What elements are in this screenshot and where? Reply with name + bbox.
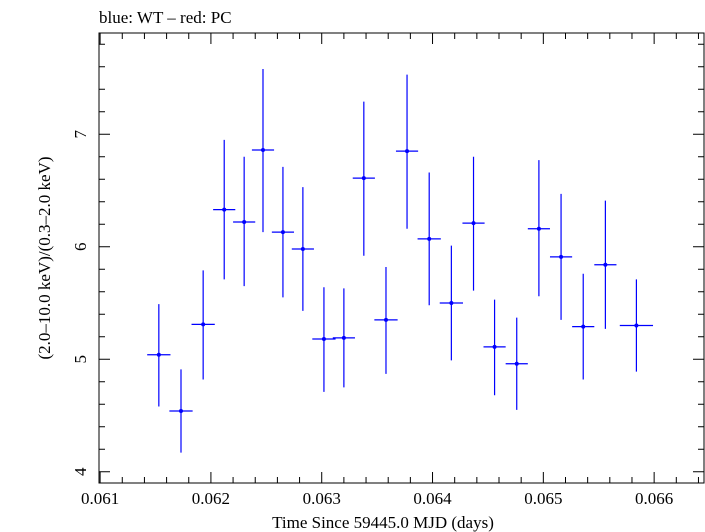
data-point (395, 74, 419, 229)
y-tick-label: 4 (71, 467, 90, 476)
data-point (549, 193, 573, 320)
x-tick-labels: 0.061 0.062 0.063 0.064 0.065 0.066 (81, 489, 673, 508)
data-point (169, 369, 193, 453)
point-marker (536, 226, 541, 231)
x-tick-label: 0.062 (192, 489, 230, 508)
point-marker (156, 352, 161, 357)
y-tick-labels: 4 5 6 7 (71, 130, 90, 477)
data-point (352, 101, 375, 256)
point-marker (280, 230, 285, 235)
data-point (291, 187, 314, 311)
y-tick-label: 5 (71, 355, 90, 364)
data-point (191, 270, 215, 380)
point-marker (321, 337, 326, 341)
y-tick-label: 7 (71, 130, 90, 139)
point-marker (178, 409, 183, 413)
data-point (505, 317, 528, 410)
data-point (462, 156, 485, 291)
point-marker (492, 344, 497, 349)
point-marker (405, 149, 410, 154)
point-marker (514, 361, 519, 366)
data-point (251, 69, 275, 233)
y-tick-label: 6 (71, 243, 90, 252)
point-marker (242, 220, 247, 224)
data-point (233, 156, 256, 287)
axis-ticks (99, 33, 704, 483)
data-point (594, 200, 617, 329)
point-marker (603, 262, 608, 267)
data-points (147, 69, 654, 453)
x-tick-label: 0.064 (413, 489, 452, 508)
data-point (271, 166, 295, 298)
data-point (147, 304, 171, 407)
point-marker (260, 148, 265, 152)
point-marker (383, 317, 388, 322)
data-point (374, 267, 398, 374)
plot-frame (98, 32, 705, 484)
x-tick-label: 0.065 (524, 489, 562, 508)
point-marker (471, 221, 476, 226)
x-axis-label: Time Since 59445.0 MJD (days) (272, 513, 494, 532)
point-marker (341, 335, 346, 340)
data-point (619, 279, 654, 372)
data-point (572, 273, 595, 380)
data-point (332, 288, 355, 388)
data-point (312, 287, 336, 392)
x-tick-label: 0.063 (303, 489, 341, 508)
data-point (527, 160, 550, 297)
data-point (417, 172, 441, 306)
data-point (483, 299, 506, 396)
point-marker (222, 207, 227, 212)
chart-title: blue: WT – red: PC (99, 8, 232, 27)
point-marker (559, 254, 564, 259)
point-marker (427, 236, 432, 241)
x-tick-label: 0.061 (81, 489, 119, 508)
point-marker (361, 176, 366, 181)
point-marker (449, 301, 454, 305)
point-marker (581, 324, 586, 329)
point-marker (201, 322, 206, 327)
y-axis-label: (2.0–10.0 keV)/(0.3–2.0 keV) (35, 156, 54, 359)
x-tick-label: 0.066 (635, 489, 673, 508)
data-point (213, 139, 236, 280)
data-point (439, 245, 463, 361)
point-marker (634, 323, 639, 328)
point-marker (300, 247, 305, 251)
